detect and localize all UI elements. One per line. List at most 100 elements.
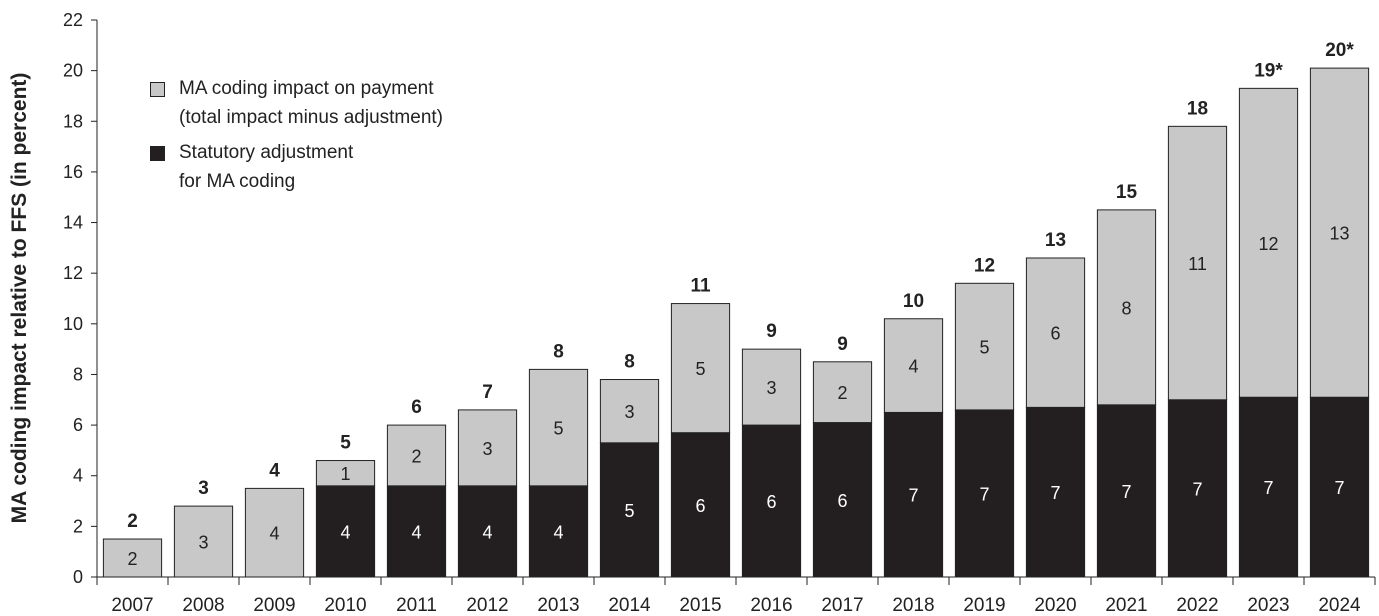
total-label: 2 (127, 511, 138, 532)
segment-label: 7 (1263, 478, 1273, 498)
x-tick-label: 2011 (396, 595, 437, 616)
y-tick-label: 12 (63, 263, 83, 283)
bar-segment (812, 361, 873, 424)
x-tick-label: 2022 (1176, 595, 1218, 616)
segment-label: 3 (766, 378, 776, 398)
bar-segment (741, 348, 802, 426)
segment-label: 7 (1192, 479, 1202, 499)
x-tick-label: 2008 (182, 595, 224, 616)
segment-label: 11 (1188, 254, 1207, 274)
x-tick-label: 2013 (537, 595, 579, 616)
segment-label: 3 (624, 402, 634, 422)
bar-segment (1025, 257, 1086, 408)
legend-item: MA coding impact on payment (total impac… (150, 74, 443, 132)
segment-label: 12 (1258, 234, 1278, 254)
y-tick-label: 16 (63, 162, 83, 182)
y-tick-label: 0 (73, 567, 83, 587)
bar-segment (457, 485, 518, 578)
segment-label: 5 (624, 501, 634, 521)
segment-label: 5 (553, 419, 563, 439)
legend-swatch (150, 146, 165, 161)
y-tick-label: 4 (73, 466, 83, 486)
total-label: 10 (903, 291, 924, 312)
x-tick-label: 2020 (1034, 595, 1076, 616)
x-tick-label: 2009 (253, 595, 295, 616)
bar-segment (457, 409, 518, 487)
total-label: 11 (690, 276, 711, 297)
y-tick-label: 10 (63, 314, 83, 334)
y-axis-label: MA coding impact relative to FFS (in per… (8, 73, 31, 524)
total-label: 3 (198, 478, 209, 499)
bar-segment (883, 411, 944, 578)
legend-label: MA coding impact on payment (total impac… (179, 78, 443, 128)
y-tick-label: 22 (63, 10, 83, 30)
segment-label: 4 (482, 522, 492, 542)
segment-label: 6 (837, 491, 847, 511)
segment-label: 1 (340, 464, 350, 484)
total-label: 8 (553, 341, 564, 362)
bar-segment (954, 409, 1015, 578)
bar-segment (954, 282, 1015, 411)
bar-segment (1167, 125, 1228, 401)
segment-label: 8 (1121, 298, 1131, 318)
bar-segment (1167, 399, 1228, 578)
bar-segment (670, 432, 731, 578)
segment-label: 3 (482, 439, 492, 459)
segment-label: 4 (411, 522, 421, 542)
total-label: 4 (269, 460, 280, 481)
total-label: 20* (1325, 40, 1354, 61)
bar-segment (1238, 396, 1299, 578)
bar-segment (528, 368, 589, 487)
y-tick-label: 18 (63, 111, 83, 131)
y-tick-label: 20 (63, 61, 83, 81)
bar-segment (1309, 396, 1370, 578)
bar-segment (1096, 404, 1157, 578)
bar-segment (386, 485, 447, 578)
bar-segment (1238, 87, 1299, 398)
segment-label: 6 (695, 496, 705, 516)
bar-segment (812, 422, 873, 578)
bar-segment (741, 424, 802, 578)
segment-label: 5 (695, 359, 705, 379)
bar-segment (883, 318, 944, 413)
legend-item: Statutory adjustment for MA coding (150, 138, 443, 196)
y-tick-label: 2 (73, 516, 83, 536)
bar-segment (670, 303, 731, 434)
segment-label: 13 (1329, 224, 1349, 244)
bar-segment (1309, 67, 1370, 398)
bar-segment (315, 485, 376, 578)
x-tick-label: 2016 (750, 595, 792, 616)
bar-segment (599, 379, 660, 444)
segment-label: 4 (908, 357, 918, 377)
segment-label: 7 (1121, 482, 1131, 502)
segment-label: 2 (127, 549, 137, 569)
x-tick-label: 2019 (963, 595, 1005, 616)
x-tick-label: 2010 (324, 595, 366, 616)
total-label: 9 (766, 321, 777, 342)
total-label: 12 (974, 255, 995, 276)
bar-segment (102, 538, 163, 578)
total-label: 9 (837, 334, 848, 355)
segment-label: 7 (1050, 483, 1060, 503)
segment-label: 2 (837, 383, 847, 403)
legend-swatch (150, 82, 165, 97)
bar-segment (599, 442, 660, 578)
x-tick-label: 2021 (1105, 595, 1147, 616)
segment-label: 6 (766, 492, 776, 512)
total-label: 19* (1254, 60, 1283, 81)
total-label: 6 (411, 397, 422, 418)
segment-label: 4 (553, 522, 563, 542)
bar-segment (386, 424, 447, 487)
x-tick-label: 2024 (1318, 595, 1361, 616)
x-tick-label: 2007 (111, 595, 153, 616)
total-label: 18 (1187, 98, 1208, 119)
y-tick-label: 14 (63, 213, 83, 233)
segment-label: 4 (269, 524, 279, 544)
x-tick-label: 2014 (608, 595, 651, 616)
segment-label: 3 (198, 533, 208, 553)
bar-segment (1096, 209, 1157, 406)
legend-label: Statutory adjustment for MA coding (179, 142, 354, 192)
y-tick-label: 8 (73, 364, 83, 384)
y-tick-label: 6 (73, 415, 83, 435)
